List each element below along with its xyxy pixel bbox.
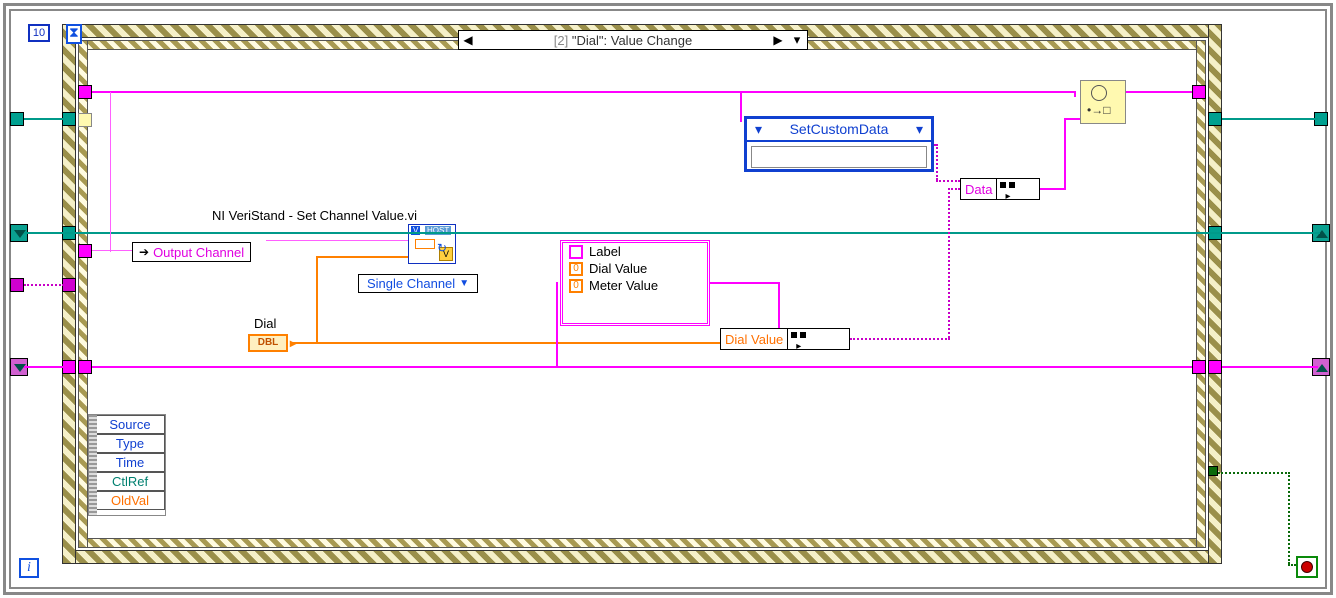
- wire-dash-4c: [934, 144, 938, 146]
- invoke-method-dd-left-icon[interactable]: ▾: [755, 121, 762, 138]
- wire-orange-3: [316, 256, 408, 258]
- subvi-icon[interactable]: V HOST V ↻: [408, 224, 456, 264]
- vi-reference-icon[interactable]: [1080, 80, 1126, 124]
- event-data-source: Source: [89, 415, 165, 434]
- bundle-data-label: Data: [961, 180, 996, 199]
- while-loop-border-bottom: [62, 550, 1222, 564]
- dial-constant-label: Dial: [254, 316, 276, 331]
- wire-data-to-ref-v: [1064, 118, 1066, 190]
- wire-magenta-bottom: [92, 366, 1192, 368]
- wire-dash-4b: [936, 180, 960, 182]
- bundle-dial-value-label: Dial Value: [721, 330, 787, 349]
- wire-data-to-ref-h2: [1064, 118, 1080, 120]
- cluster-item-label: Label: [563, 243, 707, 260]
- while-loop-border-right: [1208, 24, 1222, 564]
- cluster-unbundle-node[interactable]: Label 0 Dial Value 0 Meter Value: [560, 240, 710, 326]
- timeout-terminal-icon: [66, 24, 82, 44]
- loop-tunnel-left-4: [62, 360, 76, 374]
- case-dropdown-icon[interactable]: ▾: [787, 32, 807, 48]
- wire-rail-to-cluster: [556, 282, 558, 366]
- invoke-node-param-slot: [751, 146, 927, 168]
- bundle-grip-icon: [787, 329, 809, 349]
- loop-tunnel-right-1: [1208, 112, 1222, 126]
- wire-orange-2: [316, 256, 318, 344]
- bundle-by-name-data[interactable]: Data: [960, 178, 1040, 200]
- wire-magenta-top-right: [1126, 91, 1192, 93]
- prev-case-arrow-icon[interactable]: ◀: [459, 33, 477, 47]
- wire-green-1: [1218, 472, 1290, 474]
- wire-dash-4: [936, 144, 938, 180]
- event-data-ctlref: CtlRef: [89, 472, 165, 491]
- wire-outputchannel-to-vi: [266, 240, 408, 241]
- next-case-arrow-icon[interactable]: ▶: [769, 33, 787, 47]
- iteration-terminal: i: [19, 558, 39, 578]
- cluster-item-dial-value: 0 Dial Value: [563, 260, 707, 277]
- wire-cluster-to-dialbundle-v: [778, 282, 780, 328]
- wire-oc-feed: [92, 250, 132, 251]
- wire-dash-3: [948, 188, 960, 190]
- while-loop-border-left: [62, 24, 76, 564]
- ev-tunnel-right-low: [1192, 360, 1206, 374]
- stop-dot-icon: [1301, 561, 1313, 573]
- wire-teal-outer-top-l: [24, 118, 64, 120]
- ev-tunnel-right-top: [1192, 85, 1206, 99]
- timeout-constant[interactable]: 10: [28, 24, 50, 42]
- wire-data-to-ref-h: [1040, 188, 1066, 190]
- wire-dash-2: [948, 188, 950, 338]
- dropdown-icon[interactable]: ▼: [459, 278, 469, 289]
- invoke-method-name: SetCustomData: [790, 121, 889, 138]
- wire-magenta-bottom-outerR: [1222, 366, 1318, 368]
- event-case-selector[interactable]: ◀ [2] "Dial": Value Change ▶ ▾: [458, 30, 808, 50]
- invoke-method-dd-right-icon[interactable]: ▾: [916, 121, 923, 138]
- wire-green-2: [1288, 472, 1290, 564]
- wire-green-3: [1288, 564, 1296, 566]
- wire-teal-outer-top-r: [1222, 118, 1318, 120]
- event-structure-border-bottom: [78, 538, 1206, 548]
- loop-stop-terminal[interactable]: [1296, 556, 1318, 578]
- output-channel-node[interactable]: ➔ Output Channel: [132, 242, 251, 262]
- cluster-item-meter-value: 0 Meter Value: [563, 277, 707, 294]
- wire-cluster-to-dialbundle-h: [710, 282, 780, 284]
- event-data-type: Type: [89, 434, 165, 453]
- wire-left-vert-to-oc: [110, 92, 111, 252]
- wire-magenta-top: [92, 91, 1076, 93]
- loop-tunnel-right-3: [1208, 360, 1222, 374]
- tunnel-left-ref: [10, 112, 24, 126]
- invoke-node-setcustomdata[interactable]: ▾ SetCustomData ▾: [744, 116, 934, 172]
- tunnel-left-magenta-small: [10, 278, 24, 292]
- vi-call-caption: NI VeriStand - Set Channel Value.vi: [212, 208, 417, 223]
- ev-tunnel-left-low: [78, 360, 92, 374]
- dbl-constant[interactable]: DBL: [248, 334, 288, 352]
- polymorphic-selector[interactable]: Single Channel ▼: [358, 274, 478, 293]
- loop-tunnel-left-1: [62, 112, 76, 126]
- ev-tunnel-left-ref: [78, 113, 92, 127]
- bundle-grip-icon-2: [996, 179, 1018, 199]
- event-case-label: [2] "Dial": Value Change: [477, 33, 769, 48]
- ev-tunnel-left-mid: [78, 244, 92, 258]
- loop-tunnel-left-3: [62, 278, 76, 292]
- event-data-oldval: OldVal: [89, 491, 165, 510]
- ev-tunnel-left-top: [78, 85, 92, 99]
- wire-magenta-top-drop: [1074, 91, 1076, 97]
- output-channel-label: Output Channel: [153, 245, 244, 260]
- wire-teal-rail: [24, 232, 1320, 234]
- event-structure-border-right: [1196, 40, 1206, 548]
- polymorphic-selector-label: Single Channel: [367, 276, 455, 291]
- wire-magenta-bottom-outerL: [24, 366, 64, 368]
- wire-invoke-up: [740, 92, 742, 122]
- bundle-by-name-dial-value[interactable]: Dial Value: [720, 328, 850, 350]
- wire-magenta-dash-outer: [24, 284, 64, 286]
- event-data-node[interactable]: Source Type Time CtlRef OldVal: [88, 414, 166, 516]
- wire-dash-1: [850, 338, 950, 340]
- arrow-right-icon: ➔: [139, 245, 149, 259]
- loop-tunnel-right-green: [1208, 466, 1218, 476]
- event-data-time: Time: [89, 453, 165, 472]
- wire-orange-to-bundle: [292, 342, 720, 344]
